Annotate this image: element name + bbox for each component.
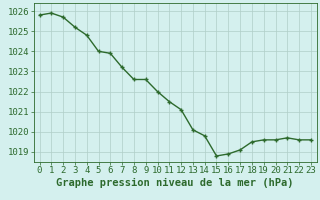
X-axis label: Graphe pression niveau de la mer (hPa): Graphe pression niveau de la mer (hPa) bbox=[56, 178, 294, 188]
